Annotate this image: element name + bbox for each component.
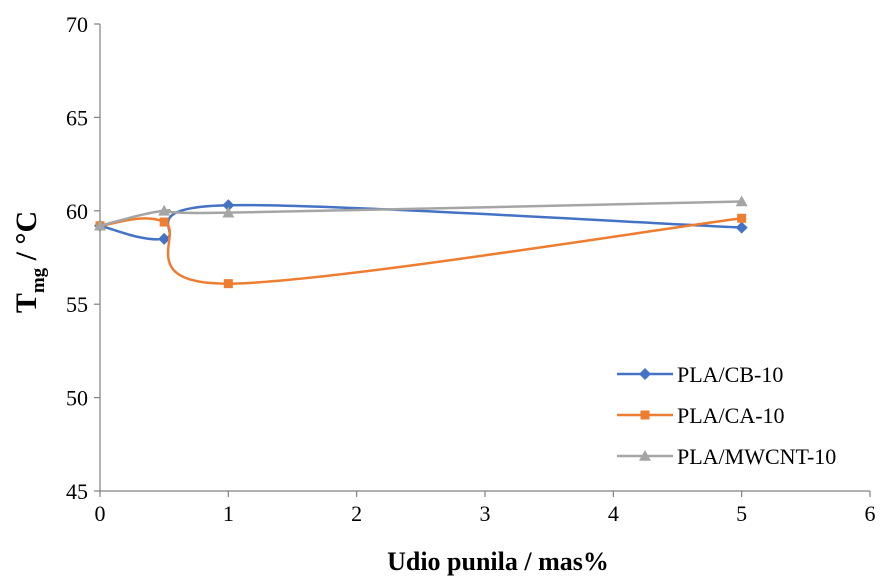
data-point [223,279,233,289]
legend-marker [639,450,651,461]
series-PLA/MWCNT-10 [94,195,748,231]
data-point [735,221,748,234]
legend-item: PLA/CB-10 [617,362,783,387]
y-tick-label: 50 [66,386,88,411]
series-PLA/CA-10 [95,213,747,289]
y-axis-title: Tmg / °C [10,211,49,313]
y-axis-title-sub: mg [28,267,49,293]
legend-marker [639,368,651,380]
legend-label: PLA/MWCNT-10 [677,444,836,469]
y-tick-label: 70 [66,12,88,37]
data-point [158,232,171,245]
x-tick-label: 2 [351,501,362,526]
legend-label: PLA/CB-10 [677,362,783,387]
y-axis-title-main: T [10,293,43,313]
data-point [735,195,748,207]
x-axis-title: Udio punila / mas% [387,547,609,576]
y-tick-label: 65 [66,105,88,130]
legend-label: PLA/CA-10 [677,403,785,428]
y-axis-title-rest: / °C [10,211,43,268]
legend-marker [640,410,650,420]
y-ticks: 45 50 55 60 65 70 [66,12,100,504]
series-layer [94,195,748,289]
legend-item: PLA/CA-10 [617,403,785,428]
x-tick-label: 0 [95,501,106,526]
y-tick-label: 55 [66,292,88,317]
series-line [99,203,742,241]
y-tick-label: 45 [66,479,88,504]
y-tick-label: 60 [66,199,88,224]
data-point [94,219,106,231]
legend-item: PLA/MWCNT-10 [617,444,836,469]
x-tick-label: 5 [736,501,747,526]
data-point [222,199,235,212]
data-point [158,204,171,216]
x-tick-label: 1 [223,501,234,526]
x-tick-label: 4 [608,501,619,526]
x-tick-label: 3 [480,501,491,526]
data-point [737,213,747,223]
legend: PLA/CB-10 PLA/CA-10 PLA/MWCNT-10 [617,362,836,469]
series-PLA/CB-10 [94,199,748,245]
x-ticks: 0 1 2 3 4 5 6 [95,491,876,526]
x-tick-label: 6 [865,501,876,526]
data-point [159,217,169,227]
data-point [222,206,235,218]
series-line [99,217,742,285]
